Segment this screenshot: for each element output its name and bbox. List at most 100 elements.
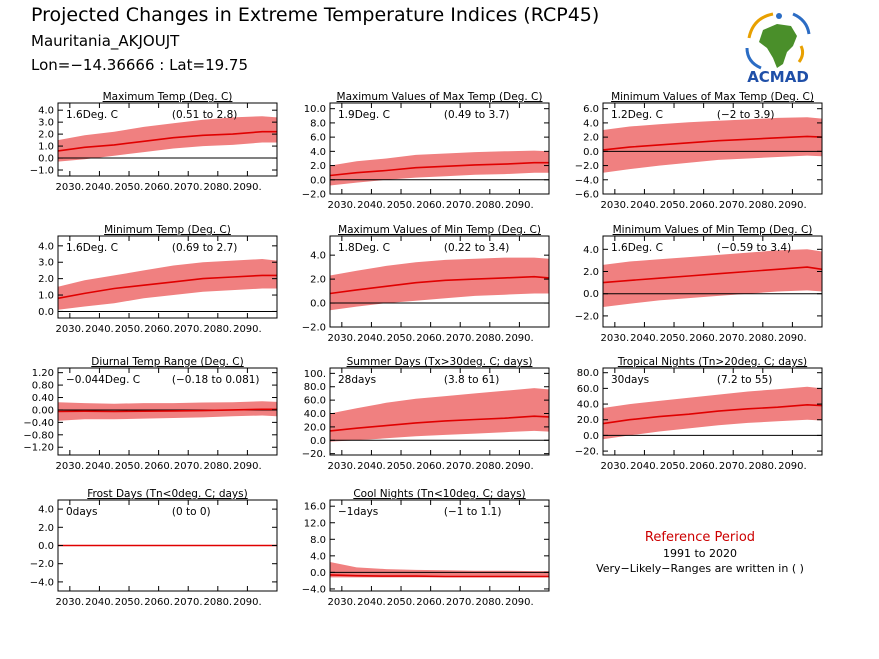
y-tick-label: 8.0 <box>310 118 326 129</box>
africa-map-icon <box>745 12 811 70</box>
x-tick-label: 2060. <box>416 333 445 344</box>
x-tick-label: 2080. <box>203 324 232 335</box>
median-line <box>57 408 277 413</box>
y-tick-label: 0.0 <box>310 568 326 579</box>
x-tick-label: 2030. <box>328 333 357 344</box>
station-name: Mauritania_AKJOUJT <box>31 32 180 50</box>
x-tick-label: 2050. <box>387 333 416 344</box>
x-tick-label: 2060. <box>144 182 173 193</box>
x-tick-label: 2040. <box>357 461 386 472</box>
panel-title: Maximum Temp (Deg. C) <box>103 91 233 103</box>
x-tick-label: 2030. <box>601 333 630 344</box>
x-tick-label: 2090. <box>233 461 262 472</box>
uncertainty-band <box>603 249 822 307</box>
x-tick-label: 2050. <box>115 597 144 608</box>
y-tick-label: 0.0 <box>583 431 599 442</box>
uncertainty-band <box>330 388 549 442</box>
panel-summary-value: 1.6Deg. C <box>66 109 118 121</box>
plot-frame <box>602 235 823 328</box>
y-tick-label: −20. <box>302 449 326 460</box>
x-tick-label: 2040. <box>357 200 386 211</box>
panel-title: Minimum Values of Min Temp (Deg. C) <box>613 224 813 236</box>
acmad-logo: ACMAD <box>733 8 823 86</box>
y-tick-label: 20.0 <box>304 422 326 433</box>
y-tick-label: −20. <box>575 447 599 458</box>
uncertainty-band <box>330 257 549 311</box>
x-tick-label: 2050. <box>387 461 416 472</box>
panel-title: Maximum Values of Min Temp (Deg. C) <box>338 224 541 236</box>
y-tick-label: 0.00 <box>32 405 54 416</box>
x-tick-label: 2070. <box>719 461 748 472</box>
y-tick-label: 4.0 <box>310 251 326 262</box>
x-tick-label: 2060. <box>144 461 173 472</box>
x-tick-label: 2080. <box>748 200 777 211</box>
uncertainty-band <box>330 562 549 578</box>
x-tick-label: 2050. <box>387 597 416 608</box>
x-tick-label: 2030. <box>328 461 357 472</box>
figure-title: Projected Changes in Extreme Temperature… <box>31 4 600 26</box>
x-tick-label: 2050. <box>660 200 689 211</box>
y-tick-label: −4.0 <box>575 175 599 186</box>
x-tick-label: 2070. <box>719 333 748 344</box>
chart-panel: 100. 80.0 60.0 40.0 20.0 0.0 −20.2030. 2040. 205… <box>302 356 550 472</box>
x-tick-label: 2070. <box>446 333 475 344</box>
y-tick-label: 3.0 <box>38 258 54 269</box>
panel-range: (−0.18 to 0.081) <box>172 374 260 386</box>
x-tick-label: 2090. <box>505 461 534 472</box>
x-tick-label: 2060. <box>689 200 718 211</box>
y-tick-label: 0.0 <box>38 154 54 165</box>
x-tick-label: 2040. <box>630 461 659 472</box>
x-tick-label: 2060. <box>144 597 173 608</box>
median-line <box>329 415 550 432</box>
x-tick-label: 2040. <box>85 597 114 608</box>
x-tick-label: 2070. <box>174 182 203 193</box>
y-tick-label: −2.0 <box>302 323 326 334</box>
panel-summary-value: 28days <box>338 374 376 386</box>
panel-title: Tropical Nights (Tn>20deg. C; days) <box>617 356 807 368</box>
y-tick-label: 1.0 <box>38 291 54 302</box>
x-tick-label: 2080. <box>203 597 232 608</box>
x-tick-label: 2090. <box>778 200 807 211</box>
x-tick-label: 2060. <box>689 333 718 344</box>
panel-range: (0 to 0) <box>172 506 211 518</box>
chart-panel: 80.060.040.020.00.0−20.2030. 2040. 2050. 20… <box>575 356 823 472</box>
x-tick-label: 2030. <box>56 461 85 472</box>
x-tick-label: 2080. <box>475 597 504 608</box>
y-tick-label: 20.0 <box>577 415 599 426</box>
y-tick-label: −4.0 <box>302 584 326 595</box>
y-tick-label: 2.0 <box>38 130 54 141</box>
y-tick-label: 4.0 <box>583 245 599 256</box>
y-tick-label: 1.0 <box>38 142 54 153</box>
median-line <box>57 274 277 300</box>
panel-summary-value: 1.8Deg. C <box>338 242 390 254</box>
x-tick-label: 2030. <box>56 324 85 335</box>
x-tick-label: 2090. <box>778 461 807 472</box>
x-tick-label: 2090. <box>233 597 262 608</box>
x-tick-label: 2060. <box>144 324 173 335</box>
x-tick-label: 2070. <box>446 200 475 211</box>
y-tick-label: 60.0 <box>577 384 599 395</box>
reference-period-block: Reference Period 1991 to 2020 Very−Likel… <box>580 530 820 575</box>
y-tick-label: −2.0 <box>575 161 599 172</box>
y-tick-label: −4.0 <box>30 577 54 588</box>
median-line <box>602 135 823 151</box>
y-tick-label: 8.0 <box>310 535 326 546</box>
panel-range: (0.22 to 3.4) <box>444 242 510 254</box>
range-note: Very−Likely−Ranges are written in ( ) <box>596 562 804 575</box>
x-tick-label: 2070. <box>174 461 203 472</box>
panel-summary-value: 1.6Deg. C <box>611 242 663 254</box>
median-line <box>329 275 550 295</box>
panel-summary-value: 1.2Deg. C <box>611 109 663 121</box>
median-line <box>329 161 549 177</box>
x-tick-label: 2050. <box>660 461 689 472</box>
y-tick-label: 0.0 <box>38 307 54 318</box>
panel-title: Diurnal Temp Range (Deg. C) <box>91 356 243 368</box>
y-tick-label: 4.0 <box>38 505 54 516</box>
